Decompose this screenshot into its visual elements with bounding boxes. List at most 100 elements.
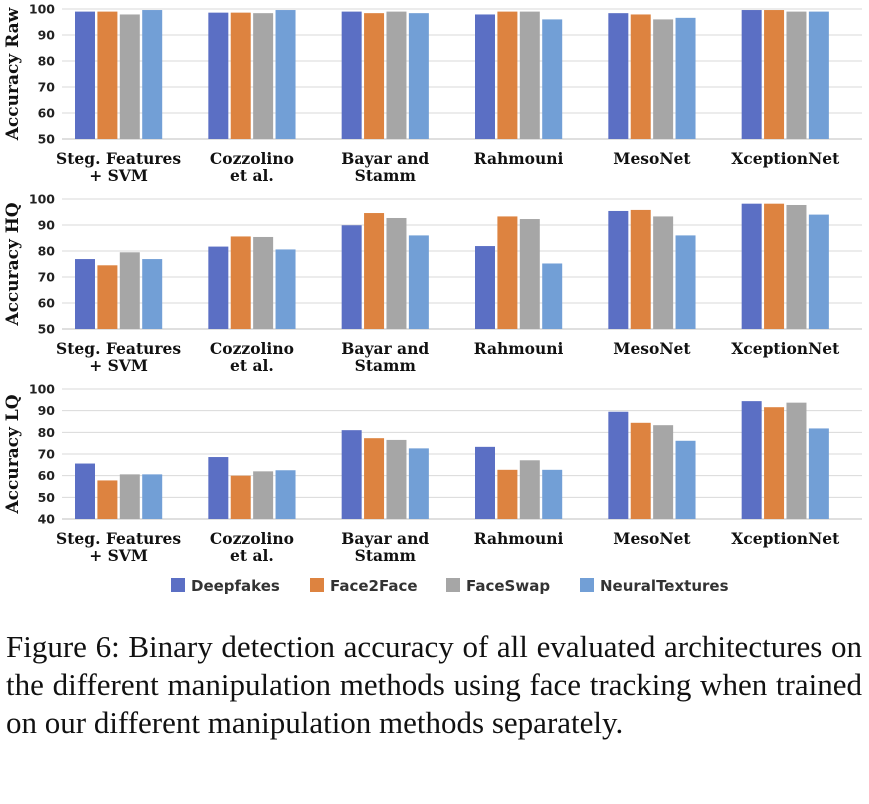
x-category-label: Rahmouni [474,339,564,358]
legend-label-face2face: Face2Face [330,577,418,595]
x-category-label: et al. [230,546,274,565]
y-tick-label: 80 [38,425,56,440]
bar-deepfakes-bayar-and [341,11,362,140]
y-axis-label: Accuracy Raw [3,7,23,141]
bar-face2face-rahmouni [497,216,518,329]
y-tick-label: 50 [38,132,56,147]
legend-swatch-deepfakes [171,578,185,592]
bar-neuraltextures-cozzolino [275,249,296,329]
bar-faceswap-steg-features [119,14,140,140]
y-tick-label: 50 [38,322,56,337]
bar-deepfakes-rahmouni [475,14,495,140]
y-tick-label: 80 [38,244,56,259]
y-tick-label: 60 [38,296,56,311]
x-category-label: et al. [230,356,274,375]
bar-neuraltextures-rahmouni [542,469,563,519]
legend: Deepfakes Face2Face FaceSwap NeuralTextures [171,577,729,595]
legend-swatch-neuraltextures [580,578,594,592]
bar-face2face-bayar-and [364,13,385,139]
bar-deepfakes-cozzolino [208,457,229,519]
bar-neuraltextures-mesonet [675,17,696,140]
bar-deepfakes-cozzolino [208,246,229,329]
chart-panel-3: 40 50 60 70 80 90 100 Accuracy LQ Steg. Features… [3,382,862,565]
bar-face2face-steg-features [97,265,118,329]
bar-face2face-xceptionnet [764,407,785,519]
bar-deepfakes-steg-features [75,11,95,140]
bar-faceswap-bayar-and [386,11,407,140]
bar-faceswap-mesonet [653,19,674,139]
x-category-label: Stamm [355,166,417,185]
bar-face2face-cozzolino [230,475,251,519]
bar-neuraltextures-mesonet [675,440,696,519]
bar-face2face-bayar-and [364,438,385,519]
y-tick-label: 80 [38,54,56,69]
bar-deepfakes-cozzolino [208,12,229,140]
y-tick-label: 70 [38,447,56,462]
x-category-label: Bayar and [341,529,429,548]
x-category-label: XceptionNet [731,529,840,548]
x-category-label: Cozzolino [210,149,294,168]
bar-deepfakes-rahmouni [475,246,495,329]
x-category-label: Stamm [355,546,417,565]
bar-face2face-cozzolino [230,12,251,140]
bar-faceswap-rahmouni [519,460,540,519]
legend-label-faceswap: FaceSwap [466,577,550,595]
bar-neuraltextures-xceptionnet [808,214,829,329]
x-category-label: + SVM [89,166,148,185]
chart-panel-2: 50 60 70 80 90 100 Accuracy HQ Steg. Features+ … [3,192,862,375]
bar-deepfakes-xceptionnet [741,203,762,329]
bar-deepfakes-bayar-and [341,430,362,519]
y-tick-label: 90 [38,28,56,43]
bar-face2face-rahmouni [497,11,518,140]
bar-deepfakes-steg-features [75,463,95,519]
bar-face2face-cozzolino [230,236,251,329]
bar-face2face-xceptionnet [764,10,785,140]
bar-faceswap-steg-features [119,252,140,329]
bar-faceswap-xceptionnet [786,402,807,519]
bar-neuraltextures-mesonet [675,235,696,329]
bar-faceswap-bayar-and [386,217,407,329]
bar-neuraltextures-cozzolino [275,10,296,140]
bar-neuraltextures-cozzolino [275,470,296,519]
figure-caption: Figure 6: Binary detection accuracy of a… [6,629,862,740]
x-category-label: MesoNet [613,339,691,358]
y-axis-label: Accuracy LQ [3,394,23,514]
bar-neuraltextures-bayar-and [408,13,429,139]
bar-face2face-mesonet [630,14,651,140]
bar-faceswap-xceptionnet [786,11,807,140]
bar-face2face-bayar-and [364,213,385,329]
y-tick-label: 90 [38,403,56,418]
x-category-label: Bayar and [341,149,429,168]
bar-neuraltextures-rahmouni [542,263,563,329]
bar-faceswap-mesonet [653,425,674,519]
legend-label-deepfakes: Deepfakes [191,577,280,595]
y-tick-label: 100 [29,382,55,397]
bar-neuraltextures-bayar-and [408,235,429,329]
y-tick-label: 60 [38,106,56,121]
x-category-label: Steg. Features [56,149,181,168]
bar-faceswap-cozzolino [253,236,274,329]
x-category-label: + SVM [89,546,148,565]
bar-neuraltextures-bayar-and [408,448,429,519]
bar-face2face-xceptionnet [764,203,785,329]
bar-face2face-mesonet [630,422,651,519]
bar-neuraltextures-xceptionnet [808,11,829,140]
bar-face2face-mesonet [630,209,651,329]
x-category-label: Steg. Features [56,339,181,358]
bar-face2face-steg-features [97,480,118,519]
y-tick-label: 70 [38,270,56,285]
x-category-label: XceptionNet [731,149,840,168]
x-category-label: Cozzolino [210,529,294,548]
bar-deepfakes-xceptionnet [741,10,762,140]
bar-faceswap-rahmouni [519,219,540,329]
x-category-label: Rahmouni [474,529,564,548]
bar-deepfakes-bayar-and [341,225,362,329]
x-category-label: Rahmouni [474,149,564,168]
y-tick-label: 100 [29,192,55,207]
x-category-label: MesoNet [613,529,691,548]
bar-faceswap-cozzolino [253,13,274,139]
x-category-label: + SVM [89,356,148,375]
y-tick-label: 60 [38,468,56,483]
bar-deepfakes-rahmouni [475,446,495,519]
